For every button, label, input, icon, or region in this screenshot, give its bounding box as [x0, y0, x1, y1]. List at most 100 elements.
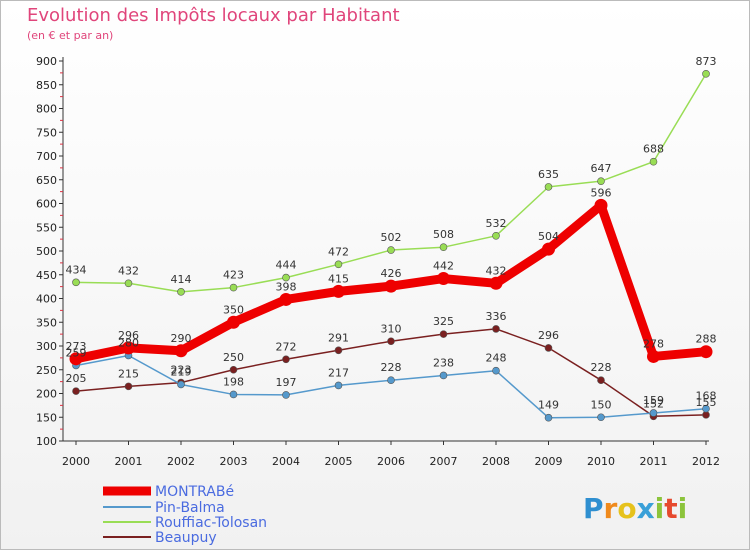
- data-point: [279, 292, 293, 306]
- data-label: 444: [276, 259, 297, 272]
- series-rouffiac-tolosan: [72, 70, 710, 296]
- data-label: 272: [276, 340, 297, 353]
- data-label: 278: [643, 337, 664, 350]
- y-tick-label: 600: [36, 198, 57, 211]
- data-label: 149: [538, 399, 559, 412]
- data-label: 217: [328, 366, 349, 379]
- data-label: 873: [696, 55, 717, 68]
- data-point: [282, 273, 290, 282]
- data-label: 223: [171, 364, 192, 377]
- data-point: [332, 284, 345, 298]
- legend-label: Pin-Balma: [155, 500, 225, 516]
- chart-title: Evolution des Impôts locaux par Habitant: [27, 5, 400, 26]
- data-label: 635: [538, 168, 559, 181]
- x-tick-label: 2007: [430, 455, 458, 468]
- data-label: 647: [591, 162, 612, 175]
- data-point: [122, 341, 135, 355]
- data-label: 398: [276, 280, 297, 293]
- data-point: [437, 272, 450, 286]
- legend-label: MONTRABé: [155, 484, 234, 500]
- data-point: [492, 366, 500, 375]
- series-line: [75, 73, 707, 293]
- data-point: [647, 349, 660, 363]
- data-label: 502: [381, 231, 402, 244]
- data-label: 432: [118, 264, 139, 277]
- data-label: 532: [486, 217, 507, 230]
- data-label: 508: [433, 228, 454, 241]
- y-tick-label: 400: [36, 293, 57, 306]
- data-label: 432: [486, 264, 507, 277]
- data-point: [649, 409, 658, 417]
- data-label: 442: [433, 260, 454, 273]
- data-label: 250: [223, 351, 244, 364]
- y-tick-label: 900: [36, 55, 57, 68]
- data-label: 596: [591, 186, 612, 199]
- data-point: [544, 413, 553, 422]
- y-tick-label: 100: [36, 435, 57, 448]
- data-point: [594, 198, 608, 212]
- data-point: [649, 157, 658, 166]
- data-point: [334, 381, 343, 390]
- data-label: 350: [223, 303, 244, 316]
- data-point: [387, 376, 395, 385]
- data-point: [387, 246, 395, 254]
- y-tick-label: 550: [36, 221, 57, 234]
- data-label: 248: [486, 352, 507, 365]
- x-tick-label: 2002: [167, 455, 195, 468]
- data-label: 310: [381, 322, 402, 335]
- x-tick-label: 2001: [115, 455, 143, 468]
- data-label: 205: [66, 372, 87, 385]
- series-montrab-: [69, 198, 713, 366]
- x-tick-label: 2005: [325, 455, 353, 468]
- data-point: [544, 344, 553, 352]
- data-label: 296: [118, 329, 139, 342]
- y-tick-label: 350: [36, 316, 57, 329]
- data-label: 238: [433, 356, 454, 369]
- data-label: 291: [328, 331, 349, 344]
- x-tick-label: 2006: [377, 455, 405, 468]
- data-label: 414: [171, 273, 192, 286]
- chart-subtitle: (en € et par an): [27, 29, 114, 42]
- x-tick-label: 2000: [62, 455, 90, 468]
- data-label: 434: [66, 263, 87, 276]
- x-tick-label: 2012: [692, 455, 720, 468]
- data-label: 152: [643, 397, 664, 410]
- data-point: [124, 279, 133, 288]
- data-label: 155: [696, 396, 717, 409]
- data-label: 426: [381, 267, 402, 280]
- data-point: [597, 376, 605, 385]
- x-tick-label: 2010: [587, 455, 615, 468]
- data-label: 219: [171, 365, 192, 378]
- y-tick-label: 500: [36, 245, 57, 258]
- data-label: 288: [696, 333, 717, 346]
- y-tick-label: 850: [36, 79, 57, 92]
- data-point: [227, 315, 240, 329]
- data-label: 423: [223, 269, 244, 282]
- data-point: [702, 70, 710, 78]
- data-label: 273: [66, 340, 87, 353]
- data-point: [702, 404, 710, 413]
- data-label: 336: [486, 310, 507, 323]
- data-label: 290: [171, 332, 192, 345]
- data-label: 215: [118, 367, 139, 380]
- data-point: [597, 177, 605, 185]
- y-tick-label: 700: [36, 150, 57, 163]
- y-tick-label: 450: [36, 269, 57, 282]
- data-point: [124, 382, 133, 391]
- x-tick-label: 2009: [535, 455, 563, 468]
- data-label: 259: [66, 346, 87, 359]
- data-point: [334, 260, 343, 269]
- data-point: [282, 391, 290, 399]
- y-tick-label: 250: [36, 364, 57, 377]
- data-point: [492, 325, 500, 333]
- data-label: 296: [538, 329, 559, 342]
- data-point: [387, 337, 395, 346]
- y-tick-label: 300: [36, 340, 57, 353]
- data-point: [384, 279, 398, 293]
- x-tick-label: 2011: [640, 455, 668, 468]
- data-label: 228: [381, 361, 402, 374]
- data-point: [439, 330, 448, 338]
- data-point: [177, 288, 185, 296]
- data-label: 150: [591, 398, 612, 411]
